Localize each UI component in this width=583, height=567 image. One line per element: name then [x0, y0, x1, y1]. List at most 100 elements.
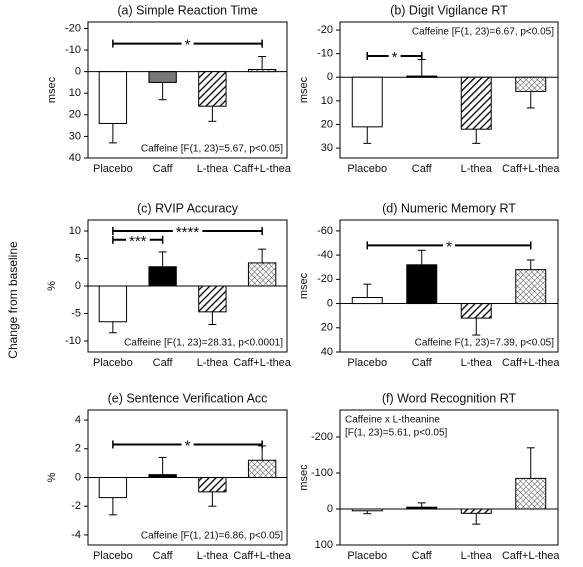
y-axis-label: % — [46, 472, 58, 482]
bar — [247, 262, 277, 287]
bar — [98, 477, 128, 499]
bar — [351, 76, 383, 128]
bracket-label: * — [185, 437, 191, 454]
y-tick-label: 0 — [75, 471, 81, 483]
y-tick-label: 10 — [69, 87, 81, 99]
bar — [515, 477, 547, 510]
y-axis-label: % — [46, 281, 58, 291]
bracket-gap — [181, 441, 194, 448]
y-tick-label: -10 — [65, 44, 81, 56]
bar — [247, 68, 277, 73]
bar — [460, 303, 492, 319]
x-tick-label: Caff — [153, 163, 174, 175]
x-tick-label: Caff — [153, 550, 174, 562]
y-tick-label: 0 — [327, 297, 333, 309]
x-tick-label: Caff+L-thea — [233, 163, 291, 175]
y-tick-label: 20 — [321, 118, 333, 130]
bracket-gap — [172, 228, 203, 234]
annotation: Caffeine x L-theanine — [345, 415, 440, 426]
bar — [198, 71, 227, 107]
y-tick-label: -4 — [71, 529, 81, 541]
y-tick-label: -100 — [311, 467, 333, 479]
annotation: Caffeine [F(1, 23)=5.67, p<0.05] — [141, 144, 283, 155]
bracket-label: * — [446, 238, 452, 255]
bracket-gap — [443, 242, 456, 249]
panel-title: (e) Sentence Verification Acc — [108, 391, 268, 405]
y-tick-label: 0 — [327, 503, 333, 515]
y-tick-label: 10 — [321, 95, 333, 107]
bar — [98, 71, 128, 124]
bar — [198, 285, 227, 313]
plot-frame — [339, 409, 559, 546]
x-tick-label: Caff — [412, 550, 433, 562]
x-tick-label: L-thea — [197, 550, 229, 562]
x-tick-label: Caff+L-thea — [502, 163, 560, 175]
shared-y-label: Change from baseline — [6, 241, 20, 359]
y-tick-label: 0 — [75, 280, 81, 292]
bracket-gap — [181, 40, 194, 47]
y-tick-label: 0 — [327, 71, 333, 83]
bar — [515, 269, 547, 305]
bar — [351, 508, 383, 512]
bracket-label: *** — [129, 233, 147, 250]
x-tick-label: Caff — [412, 163, 433, 175]
y-tick-label: -2 — [71, 500, 81, 512]
y-tick-label: 100 — [315, 539, 333, 551]
y-tick-label: 30 — [69, 130, 81, 142]
x-tick-label: Placebo — [347, 357, 387, 369]
x-tick-label: Caff+L-thea — [233, 550, 291, 562]
plot-frame — [339, 21, 559, 159]
bar — [460, 76, 492, 130]
x-tick-label: L-thea — [461, 550, 493, 562]
y-tick-label: -10 — [317, 48, 333, 60]
bar — [460, 508, 492, 514]
bar — [515, 76, 547, 92]
x-tick-label: Caff+L-thea — [502, 357, 560, 369]
bracket-label: * — [392, 49, 398, 66]
bar — [148, 71, 177, 83]
x-tick-label: Caff — [153, 357, 174, 369]
y-tick-label: 40 — [69, 152, 81, 164]
y-tick-label: 30 — [321, 142, 333, 154]
bracket-gap — [125, 236, 150, 243]
annotation: Caffeine [F(1, 23)=28.31, p<0.0001] — [124, 338, 283, 349]
bracket-gap — [388, 53, 401, 59]
x-tick-label: Placebo — [347, 550, 387, 562]
y-tick-label: -40 — [317, 249, 333, 261]
y-axis-label: msec — [298, 272, 310, 299]
bar — [148, 266, 177, 287]
x-tick-label: Caff+L-thea — [502, 550, 560, 562]
bar — [247, 459, 277, 479]
y-tick-label: -20 — [317, 24, 333, 36]
x-tick-label: Placebo — [347, 163, 387, 175]
y-axis-label: msec — [298, 76, 310, 103]
x-tick-label: Placebo — [93, 163, 133, 175]
bracket-label: * — [185, 37, 191, 54]
bar — [198, 477, 227, 493]
y-tick-label: 20 — [321, 322, 333, 334]
y-tick-label: 4 — [75, 414, 81, 426]
y-tick-label: -20 — [317, 273, 333, 285]
bar — [351, 297, 383, 305]
bar — [406, 506, 438, 510]
y-tick-label: -20 — [65, 22, 81, 34]
annotation: Caffeine [F(1, 23)=6.67, p<0.05] — [412, 27, 554, 38]
y-axis-label: msec — [298, 464, 310, 491]
bar — [406, 75, 438, 78]
panel-title: (c) RVIP Accuracy — [137, 201, 239, 215]
y-tick-label: -10 — [65, 335, 81, 347]
x-tick-label: Caff+L-thea — [233, 357, 291, 369]
panel-title: (a) Simple Reaction Time — [117, 3, 257, 17]
x-tick-label: L-thea — [197, 357, 229, 369]
x-tick-label: L-thea — [197, 163, 229, 175]
plot-frame — [339, 219, 559, 353]
y-tick-label: 2 — [75, 443, 81, 455]
panel-title: (f) Word Recognition RT — [382, 391, 517, 405]
x-tick-label: Caff — [412, 357, 433, 369]
annotation: Caffeine [F(1, 21)=6.86, p<0.05] — [141, 531, 283, 542]
y-tick-label: 5 — [75, 252, 81, 264]
y-tick-label: 40 — [321, 346, 333, 358]
x-tick-label: L-thea — [461, 163, 493, 175]
y-tick-label: -5 — [71, 307, 81, 319]
